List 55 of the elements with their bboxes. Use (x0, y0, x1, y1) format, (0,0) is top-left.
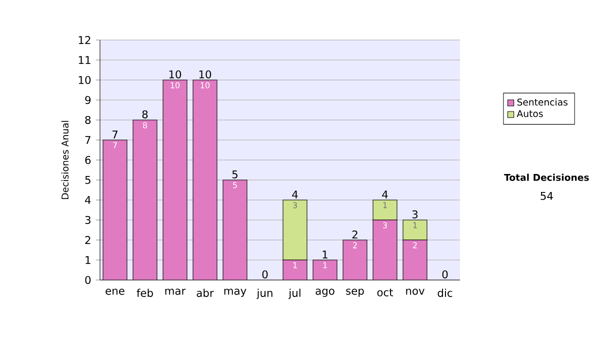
y-tick-label: 6 (85, 156, 91, 164)
total-label: 10 (199, 70, 212, 78)
y-tick-label: 0 (85, 276, 91, 284)
total-label: 4 (292, 190, 298, 198)
data-label: 2 (353, 242, 357, 248)
x-tick-label: ago (316, 288, 334, 297)
x-tick-label: sep (346, 288, 364, 297)
y-tick-label: 1 (86, 256, 90, 264)
x-tick-label: feb (136, 288, 153, 297)
text: 54 (540, 192, 553, 200)
y-tick-label: 11 (78, 56, 90, 64)
data-label: 8 (143, 122, 147, 128)
legend-label: Sentencias (517, 98, 568, 106)
total-label: 1 (322, 250, 328, 258)
x-tick-label: oct (377, 288, 394, 296)
y-tick-label: 4 (85, 196, 91, 204)
total-label: 4 (382, 190, 388, 198)
text: Total Decisiones (504, 174, 589, 181)
data-label: 1 (323, 262, 327, 268)
x-tick-label: abr (196, 288, 214, 297)
data-label: 7 (113, 142, 117, 148)
x-tick-label: dic (438, 288, 452, 297)
data-label: 1 (413, 222, 417, 228)
data-label: 2 (413, 242, 417, 248)
data-label: 10 (170, 82, 180, 88)
x-tick-label: mar (165, 288, 186, 295)
data-label: 5 (233, 182, 237, 188)
data-label: 10 (200, 82, 210, 88)
y-tick-label: 12 (78, 36, 90, 44)
total-label: 0 (262, 270, 268, 278)
y-axis-title: Decisiones Anual (61, 120, 69, 199)
y-tick-label: 7 (85, 136, 90, 144)
total-label: 8 (142, 110, 148, 118)
y-tick-label: 10 (78, 76, 91, 84)
total-label: 10 (169, 70, 182, 78)
x-tick-label: jun (256, 288, 272, 300)
y-tick-label: 2 (85, 236, 90, 244)
y-tick-label: 5 (85, 176, 90, 184)
total-label: 0 (442, 270, 448, 278)
data-label: 3 (383, 222, 387, 228)
data-label: 1 (383, 202, 387, 208)
x-tick-label: ene (106, 288, 124, 295)
x-tick-label: nov (406, 288, 424, 295)
y-tick-label: 9 (85, 96, 91, 104)
x-tick-label: may (224, 288, 246, 297)
data-label: 1 (293, 262, 297, 268)
x-tick-label: jul (288, 288, 300, 300)
legend-label: Autos (516, 110, 543, 118)
total-label: 2 (352, 230, 358, 238)
y-tick-label: 8 (85, 116, 91, 124)
total-label: 5 (232, 170, 238, 178)
total-label: 3 (412, 210, 418, 218)
total-label: 7 (112, 130, 118, 138)
data-label: 3 (293, 202, 297, 208)
y-tick-label: 3 (85, 216, 90, 224)
